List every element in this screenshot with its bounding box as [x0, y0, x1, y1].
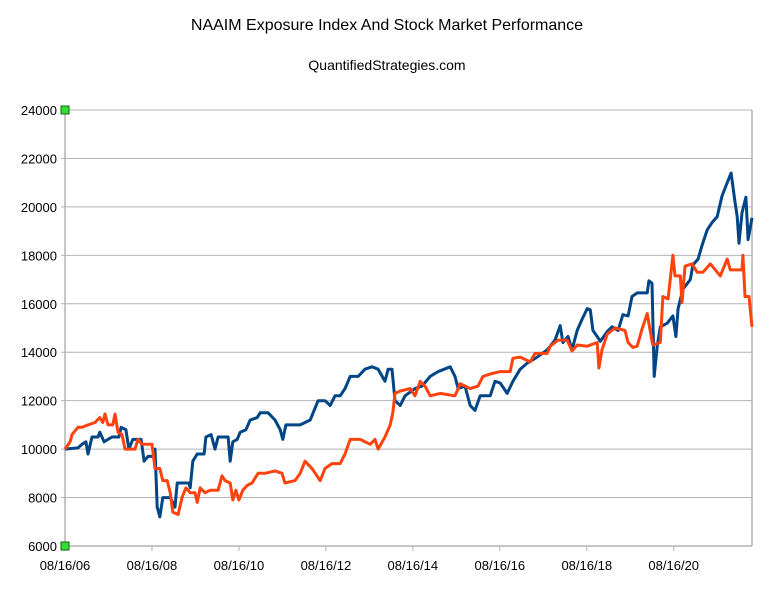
y-tick-label: 24000	[21, 103, 57, 118]
chart-title: NAAIM Exposure Index And Stock Market Pe…	[190, 17, 584, 34]
x-tick-label: 08/16/16	[475, 558, 526, 573]
y-tick-label: 22000	[21, 151, 57, 166]
selection-handle	[60, 105, 70, 115]
x-tick-label: 08/16/12	[301, 558, 352, 573]
x-tick-label: 08/16/10	[214, 558, 265, 573]
y-tick-label: 8000	[28, 491, 57, 506]
chart-subtitle: QuantifiedStrategies.com	[308, 57, 466, 73]
selection-handles	[60, 105, 70, 551]
y-tick-label: 16000	[21, 297, 57, 312]
x-tick-label: 08/16/08	[127, 558, 178, 573]
series-lines	[63, 171, 754, 519]
x-axis: 08/16/06 08/16/08 08/16/10 08/16/12 08/16/14…	[40, 546, 699, 573]
y-tick-label: 20000	[21, 200, 57, 215]
y-axis: 6000 8000 10000 12000 14000 16000 18000 20000 22…	[21, 103, 65, 554]
y-tick-label: 14000	[21, 345, 57, 360]
gridlines	[64, 109, 753, 550]
x-tick-label: 08/16/14	[388, 558, 439, 573]
selection-handle	[60, 541, 70, 551]
series-line-orange	[63, 253, 754, 516]
x-tick-label: 08/16/06	[40, 558, 91, 573]
y-tick-label: 12000	[21, 394, 57, 409]
y-tick-label: 18000	[21, 248, 57, 263]
series-line-blue	[64, 171, 754, 519]
x-tick-label: 08/16/20	[648, 558, 699, 573]
x-tick-label: 08/16/18	[561, 558, 612, 573]
y-tick-label: 10000	[21, 442, 57, 457]
y-tick-label: 6000	[28, 539, 57, 554]
